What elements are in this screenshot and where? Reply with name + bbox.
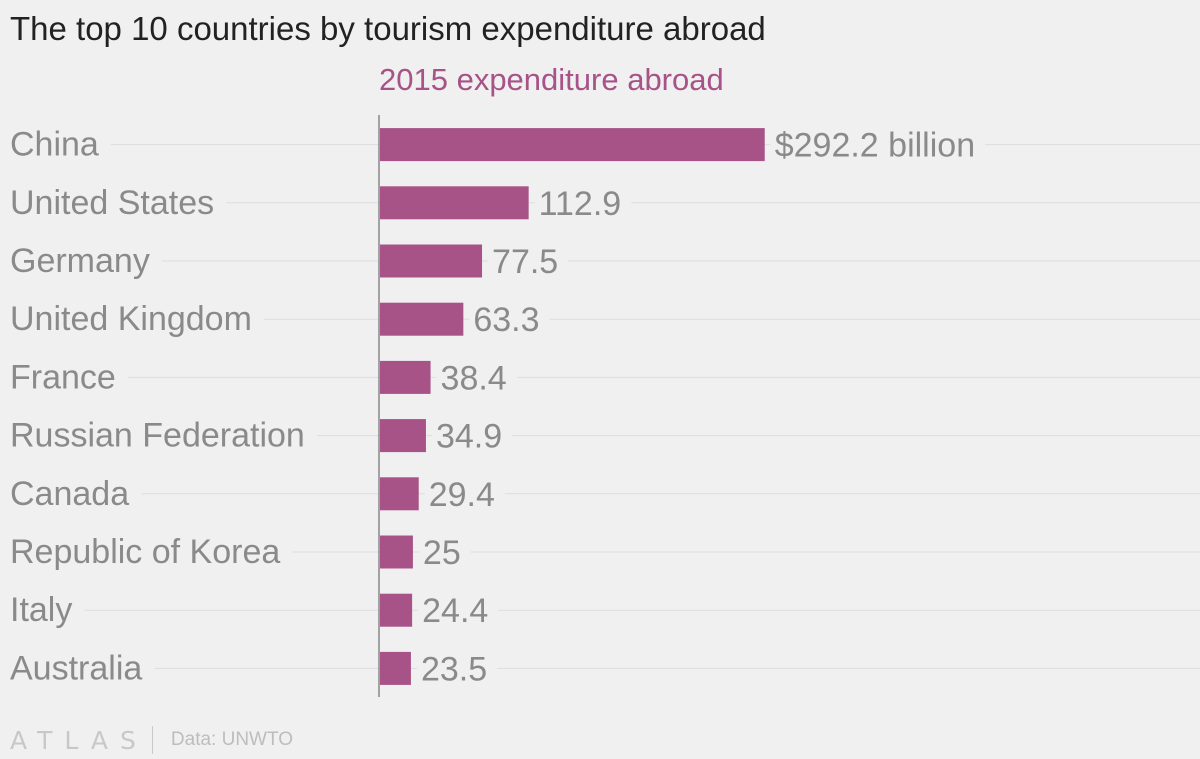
value-label: 77.5: [492, 243, 558, 281]
label-background: [8, 141, 111, 148]
footer: ATLAS Data: UNWTO: [10, 722, 293, 758]
source-note: Data: UNWTO: [170, 729, 294, 750]
category-label: France: [10, 358, 116, 396]
label-background: [8, 316, 264, 323]
value-label: 38.4: [441, 359, 507, 397]
bar: [380, 535, 413, 569]
value-label: 112.9: [539, 185, 622, 223]
bar: [380, 186, 529, 220]
bar: [380, 128, 765, 162]
value-label-background: [770, 141, 986, 148]
series-label: 2015 expenditure abroad: [379, 62, 724, 97]
value-label-background: [534, 199, 632, 206]
value-label: 29.4: [429, 476, 495, 514]
bar: [380, 302, 464, 336]
value-label-background: [431, 432, 513, 439]
bar: [380, 360, 431, 394]
category-label: United Kingdom: [10, 300, 252, 338]
category-label: China: [10, 126, 99, 164]
value-label: 63.3: [473, 301, 539, 339]
label-background: [8, 607, 85, 614]
value-label: 25: [423, 534, 461, 572]
category-label: Italy: [10, 591, 72, 629]
value-label-background: [488, 258, 569, 264]
bar: [380, 244, 483, 278]
bar: [380, 477, 419, 511]
value-label: $292.2 billion: [775, 127, 975, 165]
label-background: [8, 374, 128, 381]
value-label-background: [469, 316, 550, 323]
label-background: [8, 549, 293, 555]
value-label: 23.5: [421, 650, 487, 688]
value-label-background: [418, 607, 499, 614]
category-label: Republic of Korea: [10, 533, 280, 571]
category-label: Russian Federation: [10, 417, 305, 455]
label-background: [8, 490, 142, 497]
category-label: Canada: [10, 475, 129, 513]
value-label-background: [424, 490, 505, 497]
category-label: United States: [10, 184, 214, 222]
label-background: [8, 258, 162, 264]
label-background: [8, 432, 317, 439]
value-label-background: [436, 374, 517, 381]
label-background: [8, 665, 155, 672]
value-label: 34.9: [436, 418, 502, 456]
bar: [380, 593, 413, 627]
chart-title: The top 10 countries by tourism expendit…: [10, 10, 766, 47]
atlas-logo: ATLAS: [10, 725, 148, 755]
category-label: Australia: [10, 649, 142, 687]
footer-divider: [151, 726, 153, 754]
bar: [380, 651, 411, 685]
category-label: Germany: [10, 242, 150, 280]
bar: [380, 419, 426, 453]
value-label-background: [418, 549, 471, 555]
value-label-background: [416, 665, 498, 672]
label-background: [8, 199, 227, 206]
value-label: 24.4: [422, 592, 488, 630]
